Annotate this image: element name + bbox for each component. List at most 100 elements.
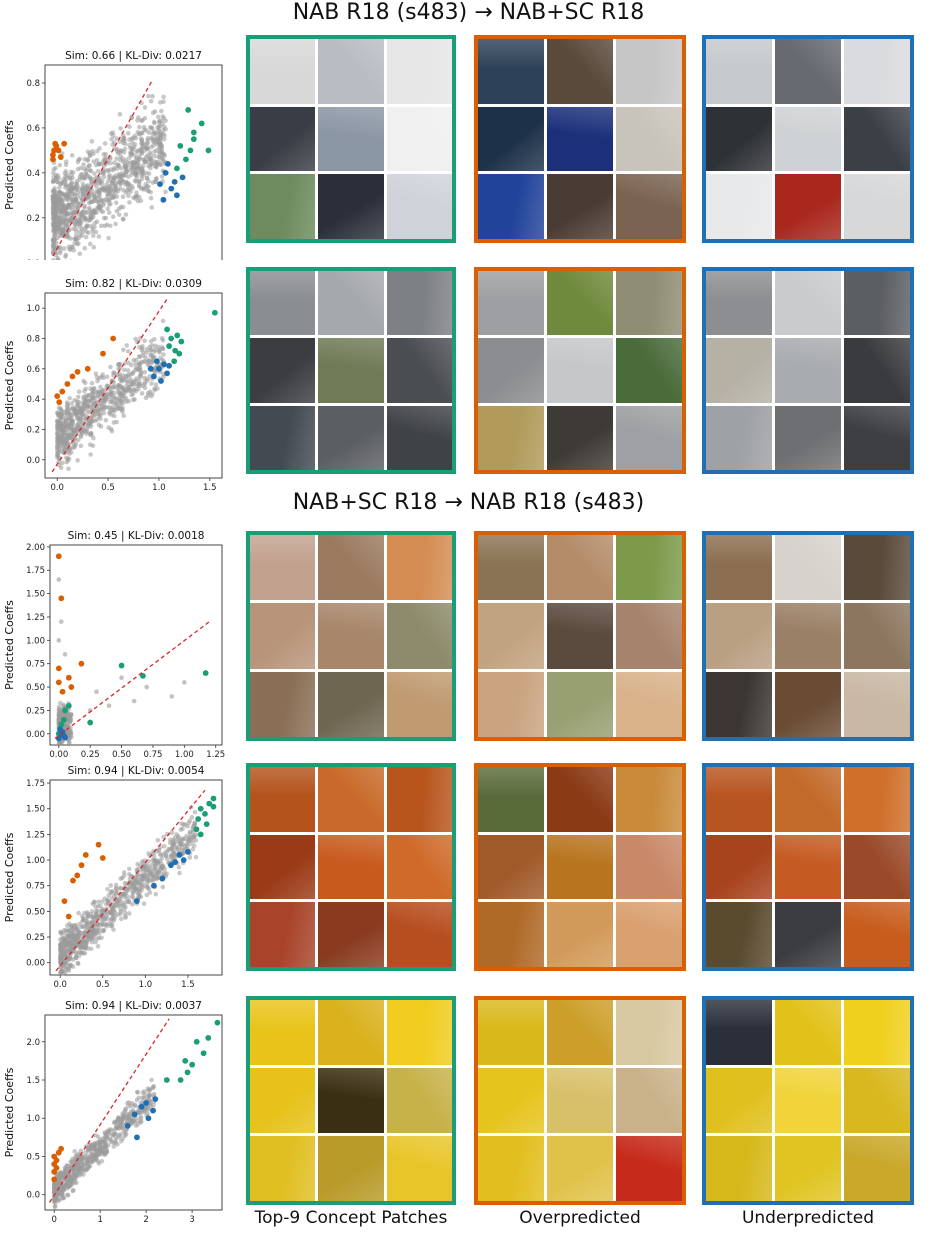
- gray-point: [61, 1195, 66, 1200]
- top9-point: [205, 147, 212, 154]
- y-tick-label: 1.25: [26, 613, 45, 623]
- gray-point: [143, 868, 148, 874]
- gray-point: [101, 215, 107, 221]
- gray-point: [136, 115, 141, 120]
- gray-point: [68, 963, 74, 969]
- concept-patch: [386, 39, 452, 104]
- gray-point: [139, 141, 144, 146]
- top9-point: [210, 803, 217, 810]
- gray-point: [94, 911, 99, 916]
- gray-point: [89, 176, 94, 182]
- gray-point: [95, 943, 101, 949]
- gray-point: [63, 182, 69, 188]
- gray-point: [117, 186, 123, 191]
- gray-point: [127, 883, 133, 889]
- gray-point: [160, 318, 166, 324]
- concept-patch: [706, 174, 772, 239]
- gray-point: [101, 197, 106, 203]
- gray-point: [143, 395, 149, 401]
- gray-point: [104, 922, 109, 927]
- gray-point: [84, 229, 89, 234]
- overpredicted-point: [55, 665, 62, 672]
- gray-point: [85, 149, 91, 155]
- underpredicted-point: [62, 734, 68, 741]
- gray-point: [96, 1140, 102, 1145]
- gray-point: [142, 358, 148, 364]
- gray-point: [94, 219, 100, 224]
- overpredicted-point: [58, 595, 65, 602]
- gray-point: [191, 843, 197, 849]
- gray-point: [91, 899, 97, 905]
- concept-patch: [318, 106, 384, 172]
- gray-point: [62, 442, 67, 447]
- concept-patch: [706, 1000, 772, 1065]
- gray-point: [146, 178, 151, 184]
- gray-point: [71, 209, 77, 215]
- gray-point: [141, 375, 147, 381]
- concept-patch: [250, 39, 316, 104]
- concept-patch: [318, 174, 384, 239]
- gray-point: [74, 403, 79, 409]
- y-tick-label: 1.50: [26, 590, 45, 600]
- gray-point: [58, 227, 64, 233]
- gray-point: [67, 183, 73, 188]
- gray-point: [97, 194, 102, 200]
- gray-point: [84, 168, 89, 174]
- gray-point: [120, 373, 126, 378]
- gray-point: [156, 154, 162, 160]
- overpredicted-patch-grid: [474, 996, 686, 1205]
- gray-point: [65, 430, 71, 436]
- overpredicted-point: [58, 1145, 64, 1152]
- gray-point: [58, 220, 63, 226]
- concept-patch: [318, 671, 384, 737]
- concept-patch: [250, 174, 316, 239]
- gray-point: [66, 1184, 72, 1190]
- gray-point: [73, 955, 78, 961]
- gray-point: [83, 944, 89, 949]
- concept-patch: [775, 338, 841, 403]
- gray-point: [99, 178, 105, 184]
- gray-point: [158, 355, 163, 361]
- gray-point: [83, 413, 89, 419]
- gray-point: [130, 159, 136, 165]
- gray-point: [149, 144, 154, 150]
- gray-point: [58, 1175, 64, 1181]
- gray-point: [93, 229, 99, 235]
- gray-point: [99, 388, 105, 394]
- underpredicted-point: [164, 370, 170, 377]
- y-tick-label: 0.2: [26, 425, 40, 435]
- concept-patch: [706, 271, 772, 336]
- gray-point: [142, 148, 148, 153]
- gray-point: [74, 1180, 79, 1186]
- column-label-underpredicted: Underpredicted: [741, 1208, 875, 1228]
- concept-patch: [775, 902, 841, 967]
- x-tick-label: 1.00: [175, 750, 194, 758]
- gray-point: [82, 388, 87, 394]
- gray-point: [105, 198, 110, 203]
- y-axis-label: Predicted Coeffs: [3, 120, 16, 210]
- concept-patch: [318, 902, 384, 967]
- concept-patch: [547, 1000, 613, 1065]
- gray-point: [137, 124, 142, 130]
- gray-point: [87, 432, 93, 437]
- overpredicted-point: [78, 660, 85, 667]
- y-tick-label: 0.25: [26, 933, 45, 943]
- gray-point: [95, 168, 101, 174]
- scatter-svg: Sim: 0.94 | KL-Div: 0.0037 0 1 2 3 0.0 0.5 1.0 1…: [3, 1000, 223, 1223]
- gray-point: [169, 694, 175, 699]
- gray-point: [135, 198, 141, 204]
- gray-point: [82, 156, 88, 162]
- gray-point: [60, 950, 66, 956]
- gray-point: [116, 172, 122, 178]
- gray-point: [126, 1103, 131, 1109]
- gray-point: [154, 148, 159, 153]
- gray-point: [53, 1200, 58, 1205]
- gray-point: [106, 1129, 112, 1135]
- top9-point: [197, 805, 204, 812]
- gray-point: [133, 194, 138, 200]
- concept-patch: [706, 338, 772, 403]
- gray-point: [115, 405, 120, 411]
- gray-point: [157, 139, 163, 144]
- gray-point: [69, 219, 74, 225]
- overpredicted-point: [56, 399, 63, 406]
